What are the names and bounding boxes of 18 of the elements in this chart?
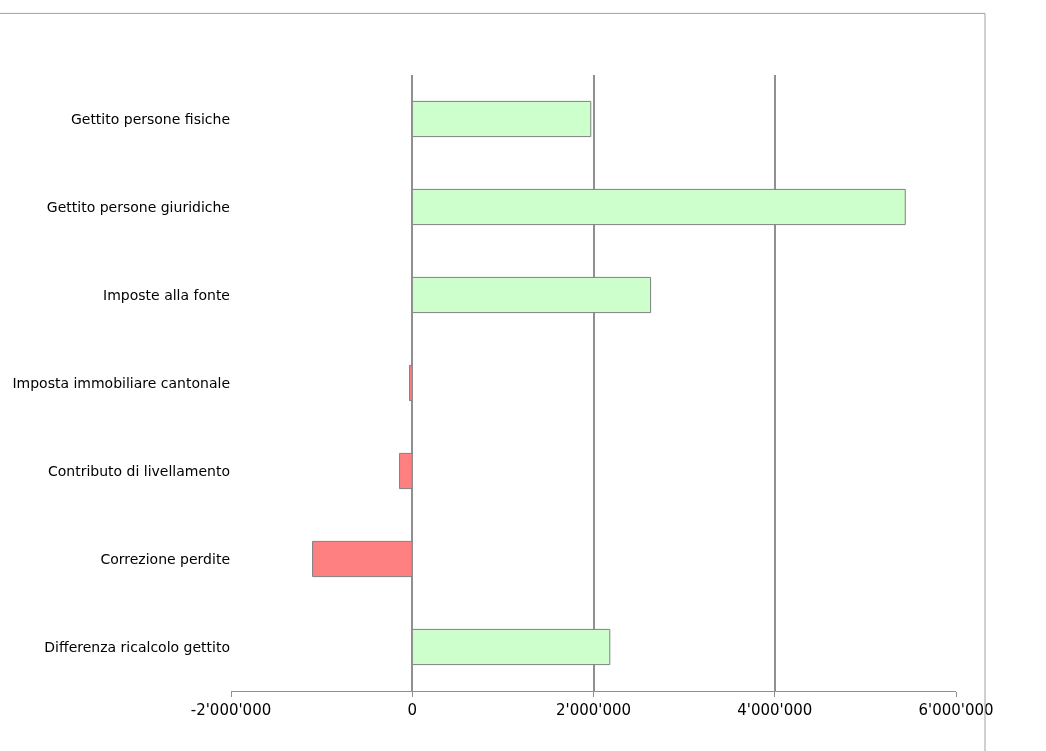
- bar: [411, 100, 592, 138]
- bar: [312, 540, 413, 578]
- y-tick-label: Imposte alla fonte: [103, 286, 230, 303]
- x-tick-label: 4'000'000: [737, 701, 813, 719]
- x-tick-label: 6'000'000: [918, 701, 994, 719]
- x-tick-label: -2'000'000: [190, 701, 272, 719]
- x-tick-label: 0: [407, 701, 418, 719]
- bar: [411, 276, 652, 314]
- bar: [411, 628, 611, 666]
- bar: [399, 452, 413, 490]
- y-tick-label: Correzione perdite: [100, 550, 230, 567]
- x-tick-label: 2'000'000: [555, 701, 632, 719]
- y-tick-label: Contributo di livellamento: [47, 462, 230, 479]
- y-tick-label: Imposta immobiliare cantonale: [12, 374, 230, 391]
- y-tick-label: Gettito persone giuridiche: [46, 198, 230, 215]
- bar: [411, 188, 906, 226]
- y-tick-label: Differenza ricalcolo gettito: [44, 638, 230, 655]
- y-tick-label: Gettito persone fisiche: [70, 110, 230, 127]
